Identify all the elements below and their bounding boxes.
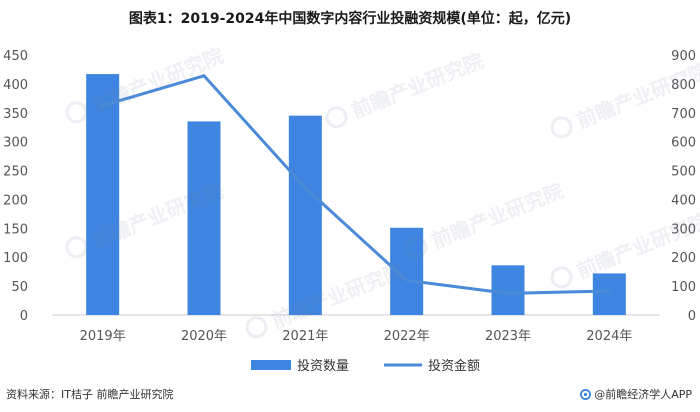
y-right-tick-label: 700 <box>671 107 696 122</box>
y-left-tick-label: 450 <box>3 49 28 64</box>
line-point <box>607 289 611 293</box>
legend-bar-swatch <box>251 360 291 370</box>
x-tick-label: 2023年 <box>485 329 531 344</box>
line-point <box>405 278 409 282</box>
y-right-tick-label: 400 <box>671 193 696 208</box>
line-series-path <box>101 74 611 295</box>
y-right-tick-label: 200 <box>671 251 696 266</box>
chart-title: 图表1：2019-2024年中国数字内容行业投融资规模(单位：起，亿元) <box>128 11 572 27</box>
bar <box>491 265 525 315</box>
bar <box>86 74 120 315</box>
line-point <box>202 74 206 78</box>
y-left-tick-label: 300 <box>3 136 28 151</box>
y-right-tick-label: 600 <box>671 136 696 151</box>
y-left-tick-label: 50 <box>11 280 28 295</box>
y-left-tick-label: 100 <box>3 251 28 266</box>
brand-note: @前瞻经济学人APP <box>594 388 692 401</box>
brand-note-container: @前瞻经济学人APP <box>580 386 692 402</box>
y-left-tick-label: 200 <box>3 193 28 208</box>
y-left-tick-label: 250 <box>3 165 28 180</box>
line-point <box>506 291 510 295</box>
line-point <box>101 104 105 108</box>
bar <box>592 273 626 315</box>
source-note: 资料来源：IT桔子 前瞻产业研究院 <box>6 388 174 401</box>
brand-logo-icon <box>580 388 592 400</box>
line-point <box>303 186 307 190</box>
bar <box>288 115 322 316</box>
x-tick-label: 2020年 <box>181 329 227 344</box>
y-left-tick-label: 400 <box>3 78 28 93</box>
bar <box>187 121 221 315</box>
y-right-tick-label: 900 <box>671 49 696 64</box>
y-right-tick-label: 100 <box>671 280 696 295</box>
x-tick-label: 2021年 <box>282 329 328 344</box>
x-tick-label: 2024年 <box>586 329 632 344</box>
y-left-tick-label: 350 <box>3 107 28 122</box>
x-tick-label: 2022年 <box>384 329 430 344</box>
y-left-tick-label: 150 <box>3 222 28 237</box>
y-right-tick-label: 500 <box>671 165 696 180</box>
y-right-tick-label: 0 <box>688 309 696 324</box>
legend-bar-label: 投资数量 <box>297 358 349 374</box>
legend-line-label: 投资金额 <box>428 358 480 374</box>
y-left-tick-label: 0 <box>20 309 28 324</box>
y-right-tick-label: 300 <box>671 222 696 237</box>
y-right-tick-label: 800 <box>671 78 696 93</box>
x-tick-label: 2019年 <box>80 329 126 344</box>
